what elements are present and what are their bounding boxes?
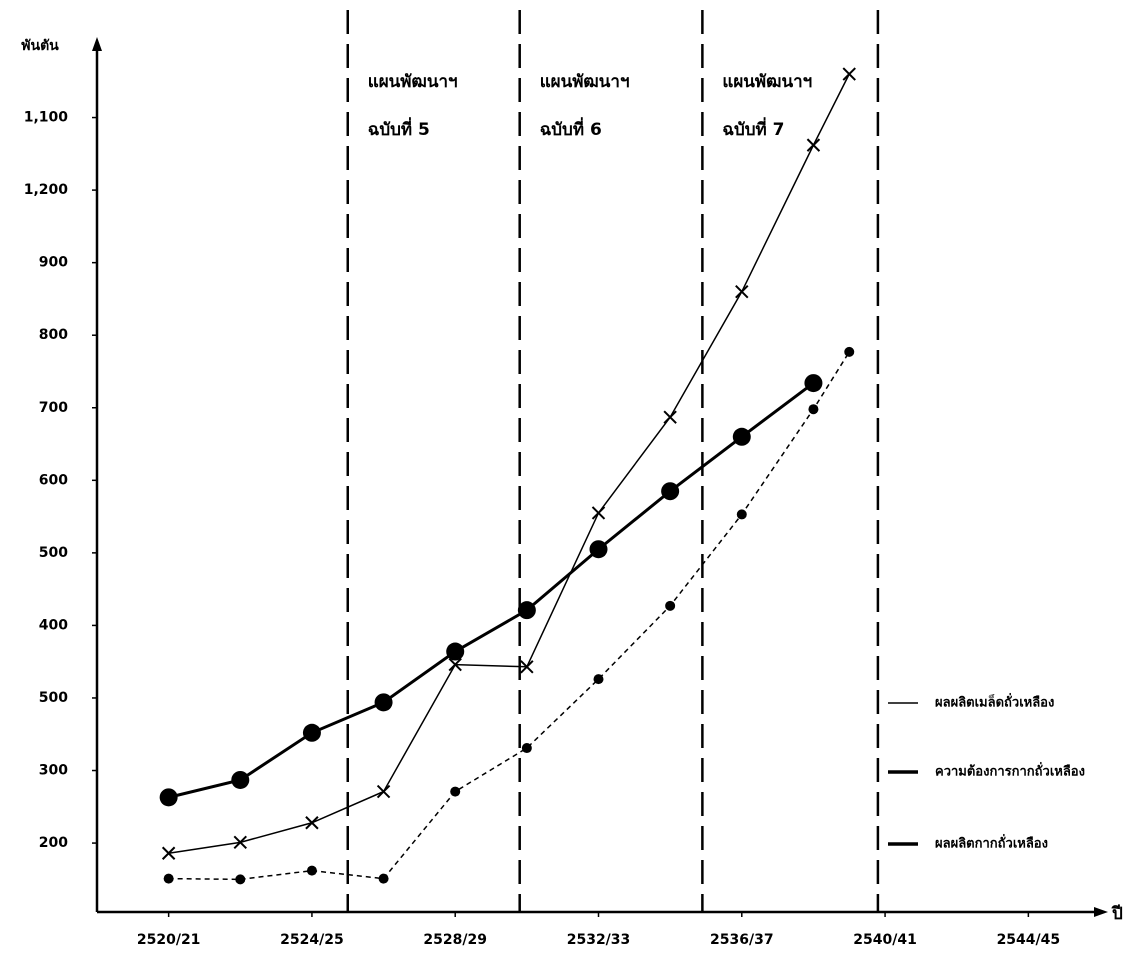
series-line	[168, 381, 815, 799]
point	[842, 67, 856, 81]
legend-label: ผลผลิตเมล็ดถั่วเหลือง	[935, 693, 1054, 711]
x-axis-arrow	[1094, 907, 1108, 917]
y-tick-label: 900	[39, 255, 68, 271]
point	[448, 657, 462, 672]
point	[378, 873, 389, 884]
y-axis-arrow	[92, 37, 102, 51]
series-line	[168, 73, 850, 854]
point	[302, 723, 321, 742]
point	[665, 600, 676, 611]
y-tick-label: 800	[39, 327, 68, 343]
point	[520, 660, 534, 674]
x-tick-label: 2528/29	[423, 932, 487, 948]
x-tick-label: 2524/25	[280, 932, 344, 948]
point	[163, 873, 174, 884]
x-tick-label: 2532/33	[567, 932, 631, 948]
y-tick-label: 500	[39, 690, 68, 706]
point	[591, 506, 606, 520]
plan-name: แผนพัฒนาฯ	[540, 72, 630, 92]
x-tick-label: 2544/45	[997, 932, 1061, 948]
point	[589, 540, 608, 559]
plan-number: ฉบับที่ 6	[540, 117, 602, 140]
x-tick-label: 2536/37	[710, 932, 774, 948]
y-tick-label: 400	[39, 617, 68, 633]
y-tick-label: 200	[39, 835, 68, 851]
point	[159, 788, 178, 807]
point	[732, 427, 751, 446]
point	[806, 138, 821, 152]
y-tick-label: 1,100	[24, 110, 69, 126]
point	[446, 642, 465, 661]
point	[231, 770, 250, 789]
point	[736, 509, 747, 520]
point	[374, 693, 393, 712]
y-tick-label: 500	[39, 545, 68, 561]
point	[517, 601, 536, 620]
y-tick-label: 1,200	[24, 182, 69, 198]
x-axis-label: ปี	[1111, 903, 1123, 924]
point	[661, 482, 680, 501]
point	[306, 865, 317, 876]
series-line	[168, 351, 850, 881]
point	[450, 786, 461, 797]
plan-number: ฉบับที่ 5	[368, 117, 430, 140]
point	[235, 874, 246, 885]
y-axis-label: พันตัน	[21, 38, 59, 54]
y-tick-label: 300	[39, 763, 68, 779]
legend-label: ความต้องการกากถั่วเหลือง	[935, 762, 1085, 780]
point	[844, 346, 855, 357]
plan-name: แผนพัฒนาฯ	[368, 72, 458, 92]
x-tick-label: 2540/41	[853, 932, 917, 948]
legend-label: ผลผลิตกากถั่วเหลือง	[935, 834, 1048, 852]
point	[735, 284, 749, 299]
point	[161, 846, 176, 860]
plan-name: แผนพัฒนาฯ	[722, 72, 812, 92]
point	[808, 404, 819, 415]
plan-number: ฉบับที่ 7	[722, 117, 784, 140]
y-tick-label: 700	[39, 400, 68, 416]
point	[376, 784, 391, 799]
point	[233, 835, 247, 850]
point	[663, 410, 677, 424]
point	[804, 374, 823, 393]
y-tick-label: 600	[39, 472, 68, 488]
point	[521, 743, 532, 754]
point	[305, 816, 319, 830]
x-tick-label: 2520/21	[137, 932, 201, 948]
point	[593, 674, 604, 685]
